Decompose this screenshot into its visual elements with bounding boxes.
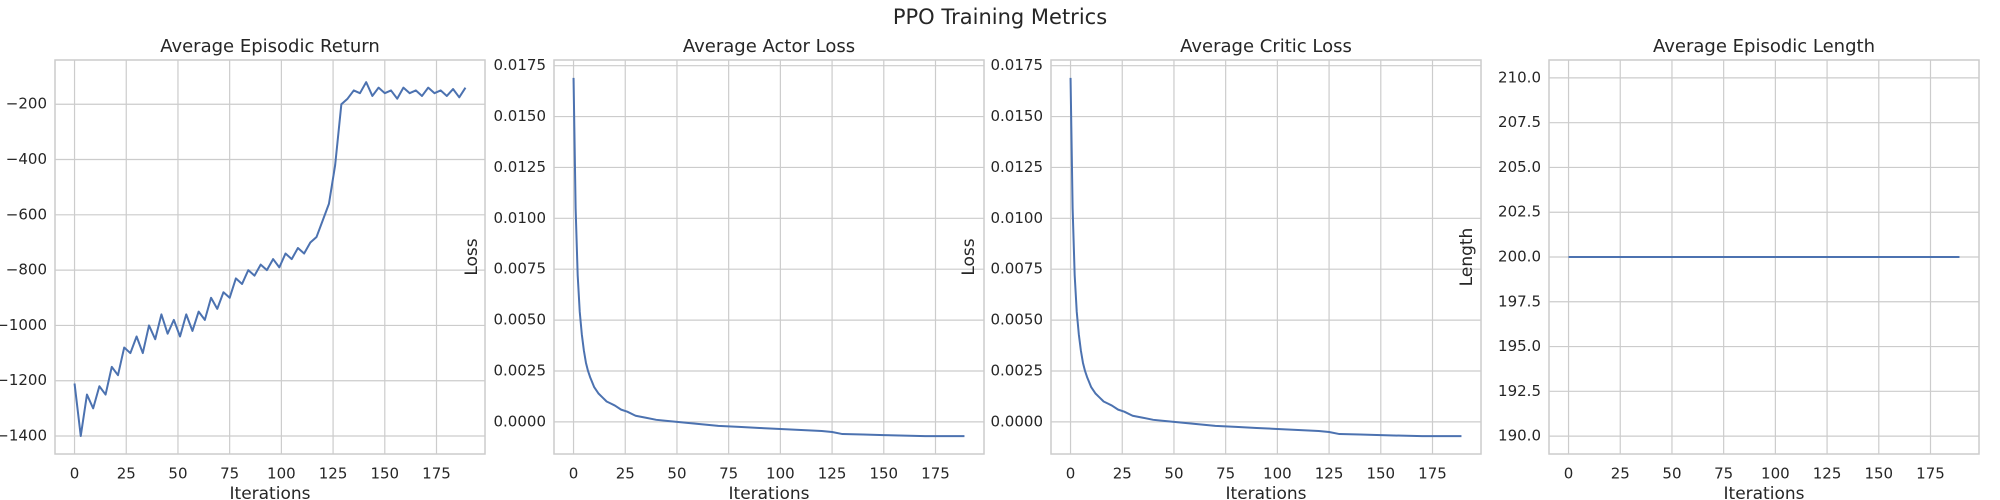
y-tick-label: 0.0050: [991, 311, 1044, 329]
x-axis-label: Iterations: [230, 484, 311, 500]
data-line: [73, 81, 467, 438]
data-line: [1069, 77, 1462, 438]
x-tick-label: 25: [117, 465, 136, 483]
x-tick-label: 100: [1263, 465, 1292, 483]
y-tick-label: 0.0050: [494, 311, 547, 329]
subplot-title: Average Critic Loss: [1180, 36, 1352, 57]
x-tick-label: 100: [267, 465, 296, 483]
x-tick-label: 150: [869, 465, 898, 483]
x-tick-label: 50: [667, 465, 686, 483]
x-tick-label: 75: [1714, 465, 1733, 483]
x-tick-label: 125: [818, 465, 847, 483]
y-tick-label: 0.0125: [494, 158, 547, 176]
x-tick-label: 175: [921, 465, 950, 483]
x-tick-label: 25: [1611, 465, 1630, 483]
y-tick-label: −1200: [0, 371, 47, 389]
y-tick-label: 0.0175: [494, 56, 547, 74]
y-tick-label: 0.0150: [494, 107, 547, 125]
subplot-title: Average Actor Loss: [683, 36, 855, 57]
data-line: [572, 77, 965, 438]
y-tick-label: −400: [6, 150, 47, 168]
y-tick-label: 0.0100: [991, 209, 1044, 227]
x-tick-label: 0: [70, 465, 80, 483]
x-tick-label: 125: [319, 465, 348, 483]
x-axis-label: Iterations: [1724, 484, 1805, 500]
plot-area: [1050, 59, 1482, 455]
y-tick-label: −1000: [0, 316, 47, 334]
x-tick-label: 175: [1418, 465, 1447, 483]
y-tick-label: 210.0: [1498, 68, 1541, 86]
x-tick-label: 150: [370, 465, 399, 483]
y-tick-label: 205.0: [1498, 158, 1541, 176]
y-tick-label: 0.0175: [991, 56, 1044, 74]
x-tick-label: 175: [422, 465, 451, 483]
y-axis-label: Loss: [959, 238, 979, 275]
y-tick-label: 192.5: [1498, 382, 1541, 400]
x-tick-label: 150: [1366, 465, 1395, 483]
subplot-title: Average Episodic Length: [1653, 36, 1875, 57]
x-tick-label: 75: [1216, 465, 1235, 483]
x-tick-label: 50: [1662, 465, 1681, 483]
y-tick-label: 0.0075: [494, 260, 547, 278]
x-tick-label: 25: [616, 465, 635, 483]
y-tick-label: 0.0025: [991, 361, 1044, 379]
x-tick-label: 25: [1113, 465, 1132, 483]
y-axis-label: Loss: [462, 238, 482, 275]
y-tick-label: 0.0125: [991, 158, 1044, 176]
x-tick-label: 100: [1761, 465, 1790, 483]
y-tick-label: 207.5: [1498, 113, 1541, 131]
y-tick-label: 0.0075: [991, 260, 1044, 278]
subplot-title: Average Episodic Return: [160, 36, 380, 57]
y-tick-label: 0.0100: [494, 209, 547, 227]
y-axis-label: Length: [1457, 228, 1477, 287]
y-tick-label: 195.0: [1498, 337, 1541, 355]
y-tick-label: 190.0: [1498, 427, 1541, 445]
x-tick-label: 0: [1066, 465, 1076, 483]
x-tick-label: 75: [719, 465, 738, 483]
y-tick-label: 0.0000: [991, 412, 1044, 430]
figure-title: PPO Training Metrics: [893, 5, 1107, 29]
y-tick-label: −1400: [0, 427, 47, 445]
y-tick-label: 0.0150: [991, 107, 1044, 125]
y-tick-label: −800: [6, 261, 47, 279]
x-tick-label: 150: [1864, 465, 1893, 483]
x-tick-label: 175: [1916, 465, 1945, 483]
x-axis-label: Iterations: [1226, 484, 1307, 500]
y-tick-label: 202.5: [1498, 203, 1541, 221]
y-tick-label: 0.0000: [494, 412, 547, 430]
y-tick-label: 197.5: [1498, 292, 1541, 310]
x-tick-label: 0: [1564, 465, 1574, 483]
x-tick-label: 125: [1315, 465, 1344, 483]
x-axis-label: Iterations: [729, 484, 810, 500]
x-tick-label: 100: [766, 465, 795, 483]
y-tick-label: 0.0025: [494, 361, 547, 379]
x-tick-label: 125: [1813, 465, 1842, 483]
x-tick-label: 75: [220, 465, 239, 483]
x-tick-label: 50: [168, 465, 187, 483]
y-tick-label: 200.0: [1498, 248, 1541, 266]
y-tick-label: −200: [6, 95, 47, 113]
plot-area: [553, 59, 985, 455]
x-tick-label: 50: [1164, 465, 1183, 483]
plot-area: [54, 59, 486, 455]
y-tick-label: −600: [6, 205, 47, 223]
x-tick-label: 0: [569, 465, 579, 483]
